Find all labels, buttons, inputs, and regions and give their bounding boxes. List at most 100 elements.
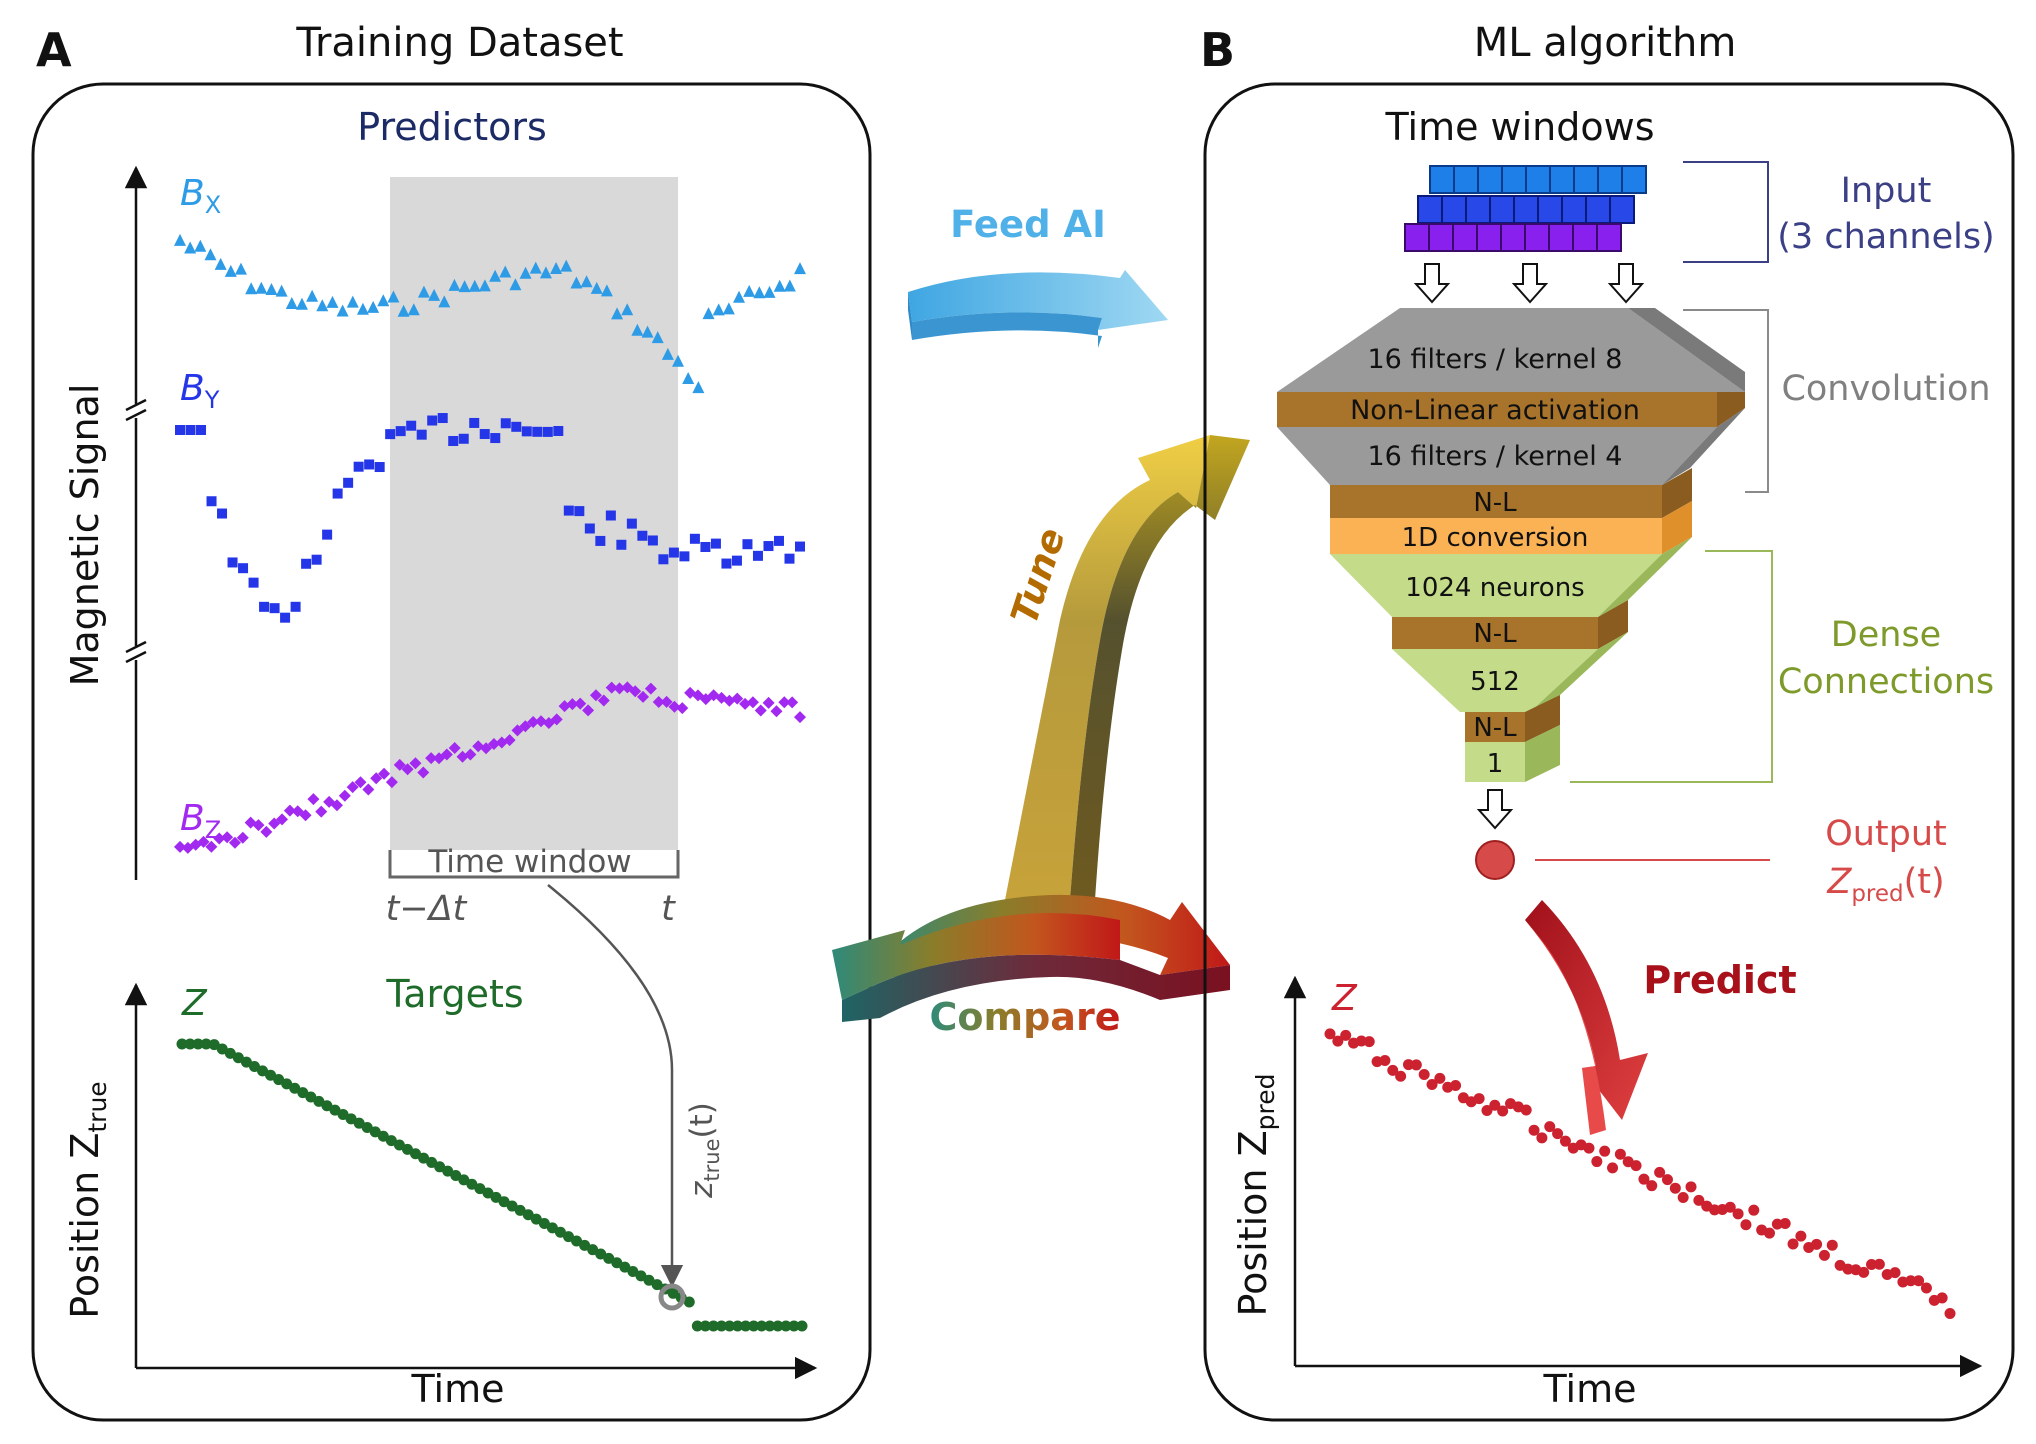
dense-label-1: Dense [1831,615,1941,655]
bx-point [712,303,725,316]
by-point [343,477,354,488]
nl4-layer-side [1525,695,1560,742]
input-cell [1609,195,1635,224]
target-point [418,1152,430,1164]
bx-point [672,354,685,367]
bz-point [574,697,587,710]
bz-point [260,825,273,838]
nl4-label: N-L [1473,713,1517,743]
pred-point [1450,1079,1462,1091]
bz-point [660,695,673,708]
bx-series [174,233,806,394]
by-point [458,433,469,444]
target-point [619,1261,631,1273]
pred-point [1497,1105,1509,1117]
by-point [763,541,774,552]
bz-point [370,772,383,785]
by-point [511,421,522,432]
bz-point [629,685,642,698]
nl2-layer [1330,485,1662,518]
target-point [337,1108,349,1120]
panel-b: B ML algorithm Time windows Input (3 cha… [1200,20,2015,1422]
bz-point [668,700,681,713]
by-point [584,523,595,534]
target-point [377,1130,389,1142]
bx-point [753,286,766,299]
tune-arrow-side [1070,435,1250,900]
by-point [353,461,364,472]
input-cell [1513,195,1539,224]
input-cell [1477,165,1503,194]
dense1-layer [1330,554,1662,617]
input-label-1: Input [1841,171,1932,211]
pred-point [1842,1263,1854,1275]
target-point [442,1165,454,1177]
conv1-label: 16 filters / kernel 8 [1368,344,1623,375]
input-arrows [1413,263,1645,304]
bz-point [550,713,563,726]
feed-ai-arrow [908,270,1168,330]
bz-point [597,694,610,707]
panel-a-frame [31,82,872,1422]
panel-b-letter: B [1200,23,1235,77]
target-point [772,1320,784,1332]
input-bracket [1683,161,1769,263]
input-arrow-2 [1511,263,1549,304]
dense-bracket [1570,550,1773,783]
target-point [724,1320,736,1332]
by-point [301,558,312,569]
by-point [364,459,375,470]
bz-point [605,681,618,694]
feed-ai-arrow-bottom [912,312,1102,348]
target-point [450,1170,462,1182]
predict-label: Predict [1643,958,1796,1002]
by-point [752,550,763,561]
flatten-layer [1330,518,1662,554]
tune-arrow [1005,435,1210,900]
target-point [740,1320,752,1332]
bz-point [464,748,477,761]
target-point [756,1320,768,1332]
target-point [240,1056,252,1068]
input-arrow-3 [1607,263,1645,304]
input-cell [1573,165,1599,194]
dense2-layer-side [1530,632,1628,712]
nl2-layer-side [1662,468,1692,518]
by-point [773,535,784,546]
target-point [683,1296,695,1308]
pred-point [1889,1267,1901,1279]
pred-point [1905,1275,1917,1287]
pred-point [1528,1124,1540,1136]
pred-point [1936,1292,1948,1304]
pred-point [1913,1275,1925,1287]
bx-point [326,295,339,308]
bz-point [338,789,351,802]
bz-point [754,704,767,717]
target-point [587,1244,599,1256]
target-point [764,1320,776,1332]
bx-point [265,282,278,295]
output-neuron [1475,840,1515,880]
bz-point [731,692,744,705]
bz-point [401,763,414,776]
target-xlabel: Time [411,1367,505,1411]
target-point [595,1248,607,1260]
target-point [232,1052,244,1064]
by-point [427,415,438,426]
bz-point [385,776,398,789]
target-ylabel: Position Ztrue [63,1081,112,1318]
by-point [542,426,553,437]
target-point [530,1213,542,1225]
pred-point [1748,1204,1760,1216]
target-point [313,1095,325,1107]
pred-point [1630,1160,1642,1172]
bx-point [295,297,308,310]
target-point [715,1320,727,1332]
pred-point [1826,1239,1838,1251]
bx-point [174,233,186,246]
target-point [732,1320,744,1332]
pred-point [1763,1227,1775,1239]
pred-point [1410,1059,1422,1071]
input-cell [1585,195,1611,224]
target-point [490,1191,502,1203]
